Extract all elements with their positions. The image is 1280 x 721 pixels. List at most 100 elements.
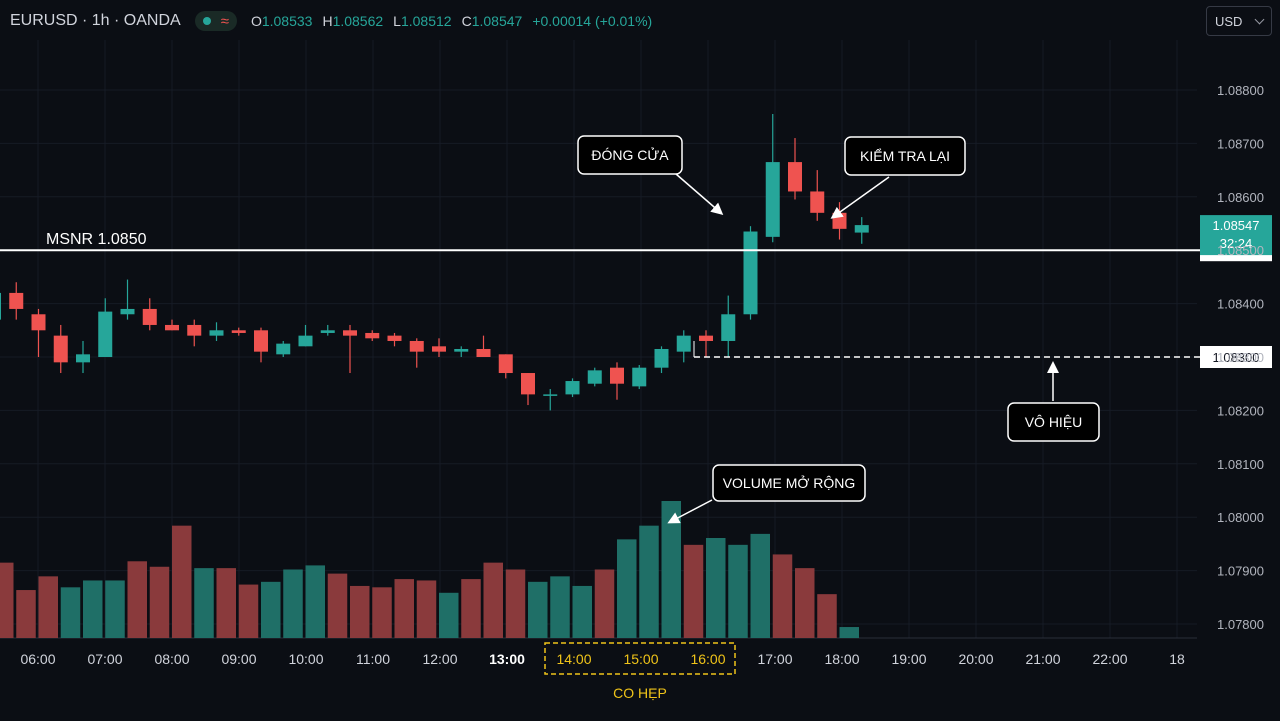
volume-bar[interactable] — [528, 581, 548, 638]
invalidation-annotation-box[interactable] — [1007, 402, 1100, 442]
volume-bar[interactable] — [617, 539, 637, 638]
narrow-range-box[interactable] — [544, 642, 736, 675]
volume-bar[interactable] — [194, 568, 214, 638]
candle-body[interactable] — [53, 335, 68, 363]
candle-body[interactable] — [610, 367, 624, 384]
market-status-pill[interactable]: ≈ — [194, 11, 237, 31]
candle-body[interactable] — [765, 162, 780, 237]
volume-bar[interactable] — [172, 525, 192, 638]
candle-body[interactable] — [788, 162, 802, 192]
volume-bar[interactable] — [505, 569, 526, 639]
currency-label: USD — [1215, 13, 1243, 29]
volume-bar[interactable] — [60, 587, 81, 638]
volume-bar[interactable] — [772, 554, 793, 638]
price-axis: 1.07800 1.07900 1.08000 1.08100 1.08200 1.083… — [1217, 83, 1264, 632]
retest-annotation-box[interactable] — [844, 136, 966, 176]
candle-body[interactable] — [699, 335, 713, 341]
volume-bar[interactable] — [683, 544, 704, 638]
candle-body[interactable] — [120, 308, 135, 315]
candle-body[interactable] — [409, 340, 424, 352]
currency-select[interactable]: USD — [1206, 6, 1272, 36]
volume-bar[interactable] — [594, 569, 615, 639]
candle-body[interactable] — [476, 348, 491, 357]
volume-bar[interactable] — [416, 580, 437, 638]
volume-annotation-box[interactable] — [712, 464, 866, 502]
volume-bar[interactable] — [261, 581, 281, 638]
time-tick-label: 14:00 — [556, 651, 591, 667]
candle-body[interactable] — [9, 292, 24, 309]
volume-bar[interactable] — [750, 533, 771, 638]
volume-bar[interactable] — [283, 569, 303, 639]
candle-body[interactable] — [632, 367, 647, 387]
candle-body[interactable] — [276, 343, 291, 355]
volume-bar[interactable] — [127, 561, 148, 638]
price-tick-label: 1.08100 — [1217, 457, 1264, 472]
volume-bar[interactable] — [350, 585, 370, 638]
price-tick-label: 1.07800 — [1217, 617, 1264, 632]
volume-bar[interactable] — [572, 585, 593, 638]
volume-bar[interactable] — [105, 580, 125, 638]
volume-bar[interactable] — [550, 576, 570, 638]
candle-body[interactable] — [142, 308, 157, 325]
candle-body[interactable] — [743, 231, 758, 315]
ohlc-close: C1.08547 — [461, 13, 523, 29]
volume-bar[interactable] — [839, 627, 860, 638]
volume-bar[interactable] — [439, 592, 459, 638]
price-levels: MSNR 1.0850 1.08500 1.08300 1.08547 32:24 — [0, 215, 1272, 368]
close-annotation-box[interactable] — [577, 135, 683, 175]
candle-body[interactable] — [498, 354, 513, 374]
volume-bar[interactable] — [305, 565, 326, 638]
volume-bar[interactable] — [38, 576, 59, 638]
time-tick-label: 06:00 — [20, 651, 55, 667]
volume-bar[interactable] — [327, 573, 348, 638]
candle-body[interactable] — [654, 348, 669, 368]
candle-body[interactable] — [387, 335, 402, 341]
volume-bar[interactable] — [461, 579, 481, 638]
volume-bar[interactable] — [706, 537, 726, 638]
volume-bar[interactable] — [238, 584, 259, 638]
candle-body[interactable] — [676, 335, 691, 352]
candle-body[interactable] — [0, 292, 1, 320]
candle-body[interactable] — [854, 225, 869, 233]
candle-body[interactable] — [432, 346, 446, 352]
candle-body[interactable] — [587, 370, 602, 384]
close-annotation-label: ĐÓNG CỬA — [591, 146, 669, 163]
volume-bar[interactable] — [372, 587, 392, 638]
volume-bar[interactable] — [216, 568, 237, 638]
candle-body[interactable] — [76, 354, 90, 363]
volume-bar[interactable] — [728, 544, 748, 638]
candle-body[interactable] — [98, 311, 113, 357]
candle-body[interactable] — [165, 324, 179, 331]
time-tick-label: 11:00 — [356, 651, 390, 667]
candle-body[interactable] — [565, 381, 580, 395]
candle-body[interactable] — [721, 314, 736, 341]
candle-body[interactable] — [521, 373, 535, 395]
volume-bar[interactable] — [0, 562, 14, 638]
candle-body[interactable] — [298, 335, 313, 347]
volume-bar[interactable] — [394, 579, 415, 638]
candle-body[interactable] — [320, 330, 335, 333]
volume-bar[interactable] — [639, 525, 659, 638]
candle-body[interactable] — [454, 348, 469, 352]
volume-bar[interactable] — [16, 590, 36, 638]
narrow-range-label: CO HẸP — [613, 685, 667, 701]
candle-body[interactable] — [187, 324, 202, 336]
time-axis: 06:00 07:00 08:00 09:00 10:00 11:00 12:00 13:00… — [20, 651, 1185, 667]
volume-bar[interactable] — [661, 501, 682, 638]
candle-body[interactable] — [231, 330, 246, 333]
volume-bar[interactable] — [483, 562, 504, 638]
candle-body[interactable] — [343, 330, 357, 336]
price-tick-label: 1.08400 — [1217, 297, 1264, 312]
volume-bar[interactable] — [817, 594, 837, 638]
candle-body[interactable] — [543, 394, 558, 396]
volume-bar[interactable] — [149, 566, 170, 638]
candle-body[interactable] — [365, 332, 380, 339]
volume-bar[interactable] — [795, 568, 815, 638]
candle-body[interactable] — [31, 314, 46, 331]
volume-bar[interactable] — [83, 580, 103, 638]
candle-body[interactable] — [209, 330, 224, 336]
candle-body[interactable] — [254, 330, 268, 352]
symbol-title[interactable]: EURUSD · 1h · OANDA — [10, 12, 181, 29]
candle-body[interactable] — [810, 191, 825, 213]
